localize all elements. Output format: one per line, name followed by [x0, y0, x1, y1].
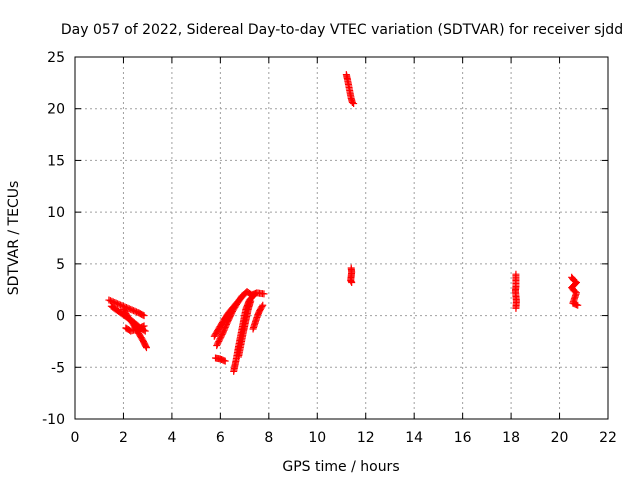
data-points — [105, 71, 582, 375]
data-point — [348, 99, 356, 107]
y-tick-label: -10 — [42, 412, 65, 428]
x-tick-label: 4 — [167, 430, 176, 446]
x-tick-label: 22 — [599, 430, 617, 446]
data-point — [512, 304, 520, 312]
data-point — [348, 278, 356, 286]
plot-frame — [74, 56, 609, 420]
y-tick-label: 15 — [47, 153, 65, 169]
y-tick-label: 20 — [47, 102, 65, 118]
y-tick-label: 5 — [56, 257, 65, 273]
data-point — [140, 322, 148, 330]
x-tick-label: 12 — [357, 430, 375, 446]
data-point — [247, 297, 255, 305]
x-tick-label: 18 — [502, 430, 520, 446]
data-point — [259, 301, 267, 309]
data-point — [258, 303, 266, 311]
y-tick-label: -5 — [51, 360, 65, 376]
x-tick-label: 10 — [308, 430, 326, 446]
tick-labels: 0 2 4 6 8 10 12 14 16 18 20 22 -10 -5 0 5 10 15 20 25 — [42, 50, 617, 446]
grid-lines — [75, 57, 608, 419]
data-point — [142, 342, 150, 350]
data-point — [574, 301, 582, 309]
data-point — [140, 312, 148, 320]
data-point — [139, 323, 147, 331]
chart-title: Day 057 of 2022, Sidereal Day-to-day VTE… — [61, 22, 623, 38]
x-tick-label: 6 — [216, 430, 225, 446]
x-tick-label: 0 — [71, 430, 80, 446]
data-point — [142, 344, 150, 352]
x-tick-label: 8 — [264, 430, 273, 446]
axis-ticks — [74, 56, 609, 420]
data-point — [260, 290, 268, 298]
x-axis-label: GPS time / hours — [282, 459, 399, 475]
y-axis-label: SDTVAR / TECUs — [6, 181, 22, 296]
data-point — [350, 100, 358, 108]
y-tick-label: 10 — [47, 205, 65, 221]
y-tick-label: 0 — [56, 309, 65, 325]
data-point — [139, 311, 147, 319]
data-point — [221, 357, 229, 365]
x-tick-label: 2 — [119, 430, 128, 446]
y-tick-label: 25 — [47, 50, 65, 66]
x-tick-label: 16 — [454, 430, 472, 446]
x-tick-label: 14 — [405, 430, 423, 446]
x-tick-label: 20 — [551, 430, 569, 446]
data-point — [141, 327, 149, 335]
